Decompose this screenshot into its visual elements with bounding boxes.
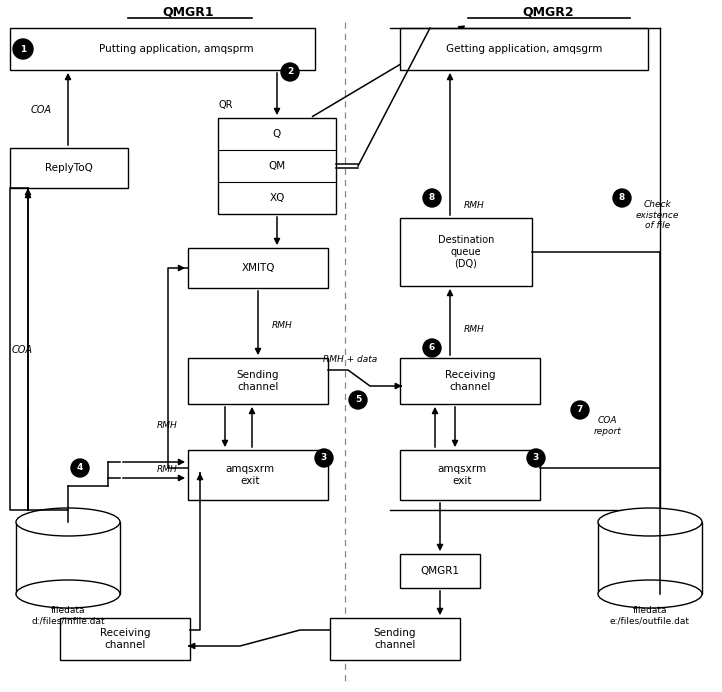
Text: RMH: RMH <box>157 421 178 430</box>
Circle shape <box>527 449 545 467</box>
Text: 7: 7 <box>577 406 583 415</box>
Text: 1: 1 <box>20 44 26 53</box>
Ellipse shape <box>598 508 702 536</box>
Text: 5: 5 <box>355 396 361 405</box>
Bar <box>400 218 532 286</box>
Text: 8: 8 <box>619 194 625 203</box>
Text: RMH: RMH <box>464 201 484 210</box>
Bar <box>188 358 328 404</box>
Bar <box>330 618 460 660</box>
Text: Receiving
channel: Receiving channel <box>445 370 495 392</box>
Text: 3: 3 <box>533 453 539 462</box>
Ellipse shape <box>16 508 120 536</box>
Text: filedata
d:/files/infile.dat: filedata d:/files/infile.dat <box>31 606 105 626</box>
Bar <box>400 450 540 500</box>
Circle shape <box>315 449 333 467</box>
Bar <box>400 28 648 70</box>
Text: RMH: RMH <box>272 320 292 329</box>
Text: amqsxrm
exit: amqsxrm exit <box>225 464 274 486</box>
Text: Sending
channel: Sending channel <box>237 370 279 392</box>
Text: RMH + data: RMH + data <box>323 356 377 365</box>
Text: Receiving
channel: Receiving channel <box>100 628 150 650</box>
Circle shape <box>13 39 33 59</box>
Text: QMGR1: QMGR1 <box>162 6 214 19</box>
Text: amqsxrm
exit: amqsxrm exit <box>438 464 487 486</box>
Text: XQ: XQ <box>269 193 284 203</box>
Text: Putting application, amqsprm: Putting application, amqsprm <box>99 44 254 54</box>
Bar <box>400 554 480 588</box>
Bar <box>16 522 120 594</box>
Circle shape <box>613 189 631 207</box>
Text: RMH: RMH <box>157 466 178 475</box>
Text: 6: 6 <box>429 343 435 352</box>
Text: 3: 3 <box>321 453 327 462</box>
Bar <box>60 618 190 660</box>
Text: XMITQ: XMITQ <box>241 263 275 273</box>
Bar <box>10 148 128 188</box>
Circle shape <box>281 63 299 81</box>
Text: ReplyToQ: ReplyToQ <box>45 163 93 173</box>
Text: Getting application, amqsgrm: Getting application, amqsgrm <box>445 44 602 54</box>
Circle shape <box>71 459 89 477</box>
Text: QR: QR <box>219 100 233 110</box>
Text: Sending
channel: Sending channel <box>374 628 417 650</box>
Bar <box>598 522 702 594</box>
Circle shape <box>571 401 589 419</box>
Text: QMGR1: QMGR1 <box>420 566 459 576</box>
Text: 2: 2 <box>287 68 293 77</box>
Ellipse shape <box>598 580 702 608</box>
Text: filedata
e:/files/outfile.dat: filedata e:/files/outfile.dat <box>610 606 690 626</box>
Text: 8: 8 <box>429 194 435 203</box>
Circle shape <box>349 391 367 409</box>
Bar <box>400 358 540 404</box>
Bar <box>10 28 315 70</box>
Bar <box>188 450 328 500</box>
Circle shape <box>423 189 441 207</box>
Text: QMGR2: QMGR2 <box>522 6 574 19</box>
Text: COA: COA <box>12 345 33 355</box>
Text: Q: Q <box>273 129 281 139</box>
Text: RMH: RMH <box>464 325 484 334</box>
Bar <box>188 248 328 288</box>
Bar <box>218 118 336 214</box>
Circle shape <box>423 339 441 357</box>
Text: 4: 4 <box>77 464 83 473</box>
Text: COA: COA <box>31 105 52 115</box>
Text: Destination
queue
(DQ): Destination queue (DQ) <box>438 235 494 268</box>
Text: Check
existence
of file: Check existence of file <box>636 200 679 230</box>
Text: QM: QM <box>269 161 286 171</box>
Ellipse shape <box>16 580 120 608</box>
Text: COA
report: COA report <box>594 417 622 436</box>
